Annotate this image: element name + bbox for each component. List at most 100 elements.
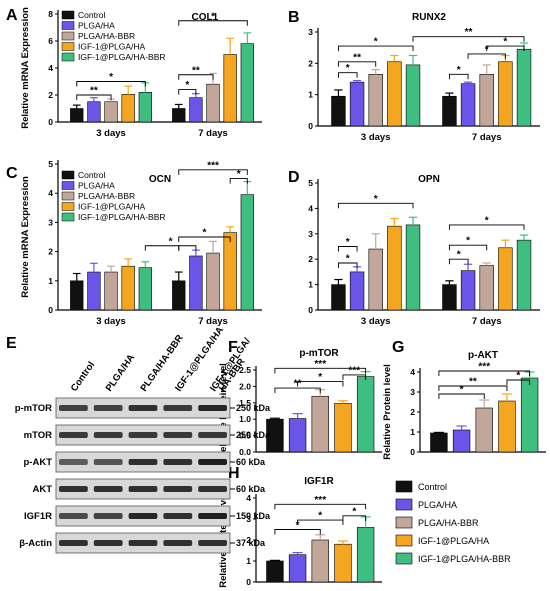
blot-band [59, 432, 88, 438]
significance-label-B: * [346, 63, 350, 74]
significance-bracket-B [448, 73, 469, 80]
significance-label-B: ** [353, 52, 361, 63]
blot-band [59, 405, 88, 411]
legend-label: PLGA/HA-BBR [418, 518, 479, 528]
significance-bracket-F [297, 381, 344, 387]
protein-label: p-AKT [24, 457, 53, 468]
chart-title-B: RUNX2 [412, 12, 446, 23]
blot-band [128, 540, 158, 546]
significance-bracket-G [506, 379, 531, 385]
significance-bracket-G [438, 393, 485, 399]
bar-F [334, 403, 352, 453]
bar-C [121, 265, 135, 311]
blot-band [59, 513, 88, 519]
blot-band [163, 432, 193, 438]
chart-title-A: COL1 [192, 12, 219, 23]
bar-B [331, 95, 346, 127]
legend-label: IGF-1@PLGA/HA-BBR [78, 212, 166, 222]
significance-label-A: * [109, 72, 113, 83]
bar-G [498, 400, 516, 453]
significance-bracket-F [342, 374, 367, 380]
protein-label: AKT [32, 484, 52, 495]
y-tick-label-F: 0.0 [239, 447, 251, 457]
panel-letter-H: H [228, 465, 240, 482]
significance-bracket-A [76, 81, 146, 87]
legend-swatch [61, 212, 75, 222]
blot-band [198, 405, 227, 411]
significance-bracket-B [337, 72, 358, 78]
y-tick-label-C: 2 [48, 247, 53, 257]
significance-bracket-B [486, 45, 525, 52]
significance-bracket-B [337, 61, 377, 67]
bar-C [87, 271, 101, 311]
y-tick-label-H: 4 [246, 493, 251, 503]
bar-H [356, 527, 375, 583]
significance-label-H: * [296, 520, 300, 531]
size-marker-label: 60 kDa [236, 484, 266, 494]
y-tick-label-G: 4 [410, 367, 415, 377]
blot-row: IGF1R 150 kDa [24, 505, 271, 527]
significance-label-G: *** [478, 362, 490, 373]
bar-F [356, 376, 375, 453]
y-tick-label-D: 0 [308, 305, 313, 315]
legend-label: PLGA/HA-BBR [78, 31, 135, 41]
protein-label: β-Actin [19, 538, 52, 549]
category-label-A: 3 days [96, 128, 126, 139]
bar-A [87, 101, 101, 123]
significance-bracket-A [178, 20, 248, 26]
bar-B [349, 81, 365, 127]
blot-band [93, 432, 123, 438]
significance-label-C: * [237, 169, 241, 180]
significance-label-B: * [503, 37, 507, 48]
bar-A [223, 54, 237, 123]
chart-title-D: OPN [418, 174, 440, 185]
category-label-B: 3 days [361, 132, 391, 143]
bar-D [460, 270, 476, 311]
blot-row: p-mTOR 250 kDa [15, 397, 271, 419]
significance-bracket-H [274, 503, 367, 510]
significance-bracket-C [178, 236, 231, 242]
bar-F [288, 418, 307, 453]
blot-band [93, 486, 123, 492]
size-marker-label: 60 kDa [236, 457, 266, 467]
y-tick-label-B: 0 [308, 121, 313, 131]
legend-label: PLGA/HA [78, 181, 115, 191]
bar-D [442, 284, 457, 311]
category-label-A: 7 days [198, 128, 228, 139]
legend-label: IGF-1@PLGA/HA [418, 536, 489, 546]
bar-A [172, 108, 186, 123]
blot-row: AKT 60 kDa [32, 478, 266, 500]
chart-title-F: p-mTOR [299, 348, 339, 359]
significance-bracket-B [467, 53, 506, 59]
legend-label: PLGA/HA [78, 21, 115, 31]
legend-swatch [61, 181, 75, 190]
y-tick-label-D: 3 [308, 229, 313, 239]
significance-bracket-A [76, 94, 112, 100]
legend-swatch [395, 534, 413, 547]
blot-band [128, 432, 158, 438]
significance-bracket-A [178, 89, 197, 95]
blot-band [93, 405, 123, 411]
legend-swatch [61, 31, 75, 41]
legend-A: ControlPLGA/HAPLGA/HA-BBRIGF-1@PLGA/HAIG… [61, 10, 166, 62]
blot-band [198, 540, 227, 546]
y-tick-label-H: 2 [246, 535, 251, 545]
significance-label-C: * [203, 228, 207, 239]
y-tick-label-F: 0.5 [239, 431, 251, 441]
significance-bracket-D [337, 262, 358, 269]
bar-F [311, 395, 329, 453]
y-tick-label-C: 1 [48, 276, 53, 286]
category-label-D: 3 days [361, 316, 391, 327]
significance-label-C: * [169, 236, 173, 247]
bar-A [121, 94, 135, 123]
bar-G [430, 432, 448, 453]
significance-bracket-C [144, 245, 180, 251]
significance-bracket-F [274, 367, 367, 374]
significance-bracket-D [448, 258, 469, 265]
chart-C: C OCN Relative mRNA Expression 0 1 2 3 4 5 3 days… [6, 159, 262, 327]
legend-label: IGF-1@PLGA/HA-BBR [418, 554, 511, 564]
significance-label-D: * [346, 237, 350, 248]
bar-H [288, 554, 307, 583]
panel-letter-F: F [228, 339, 238, 356]
